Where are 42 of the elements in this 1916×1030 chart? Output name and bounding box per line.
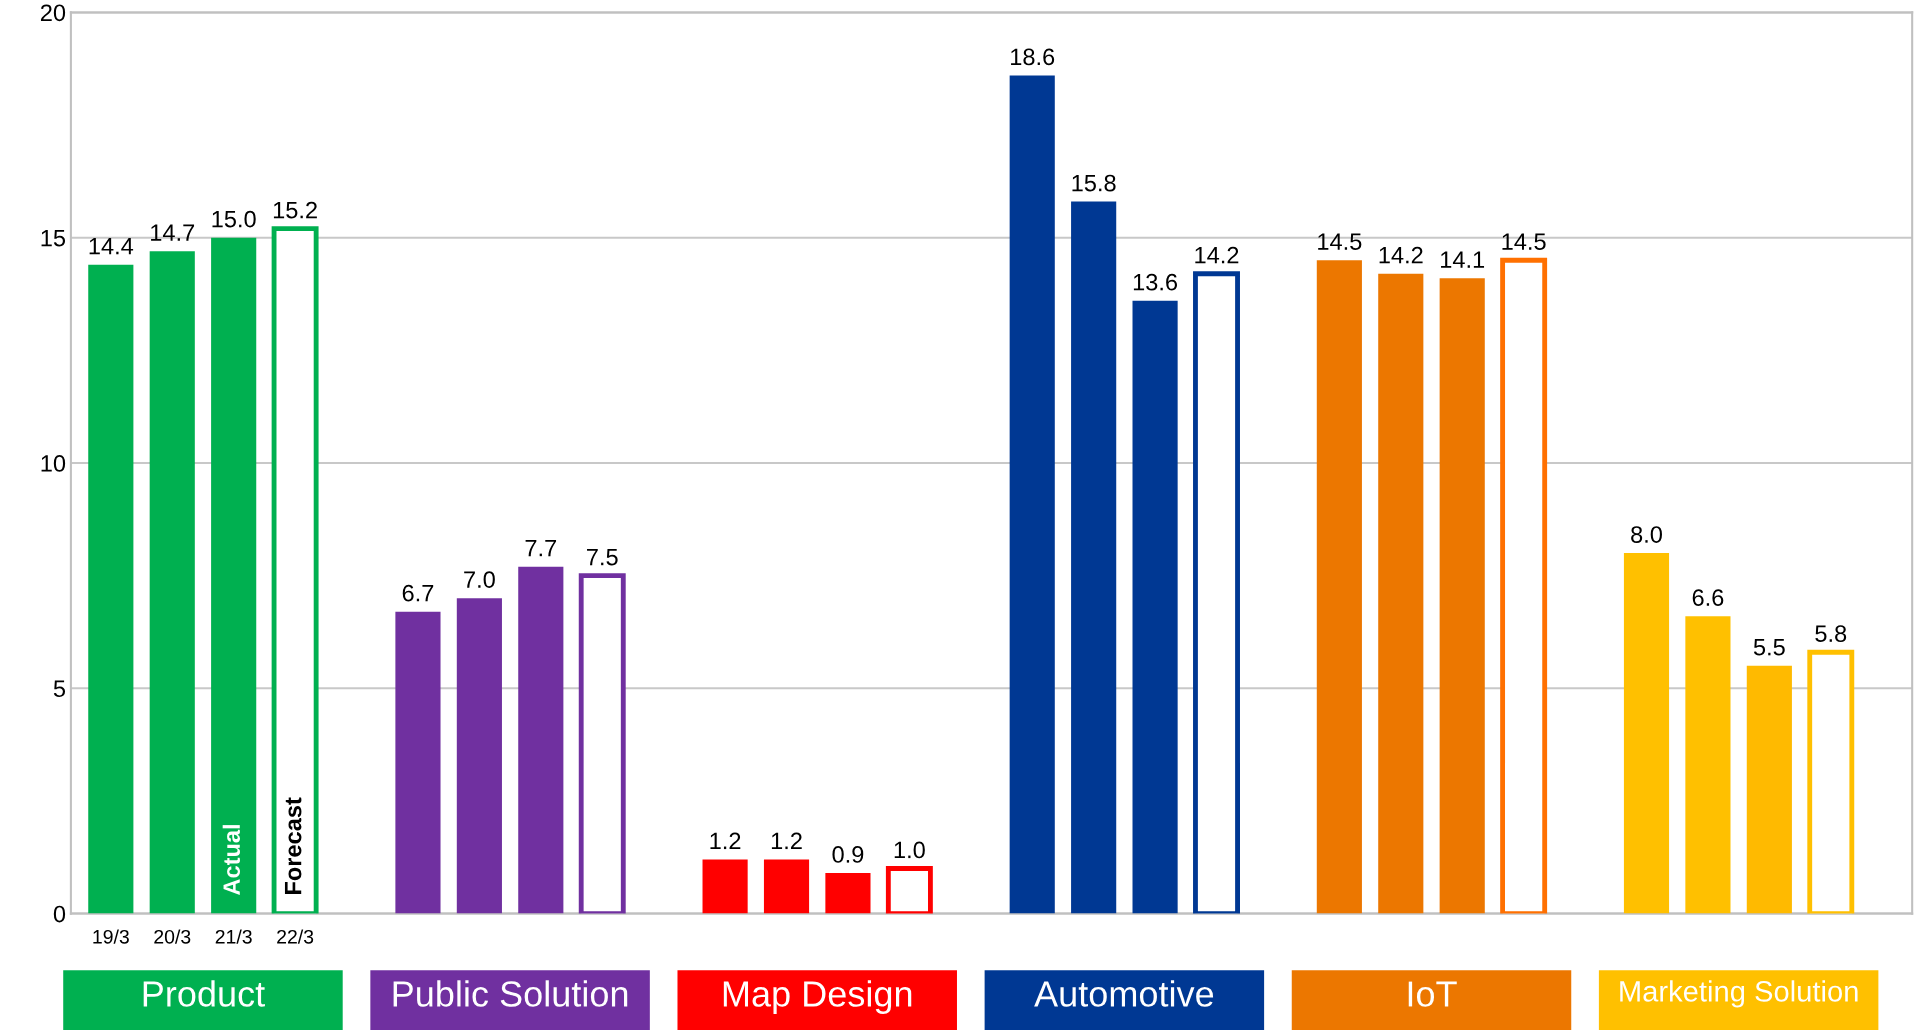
data-label: 18.6: [1011, 48, 1055, 66]
x-tick-label: IoT: [1408, 981, 1457, 1007]
data-label: 13.6: [1133, 273, 1178, 291]
data-label: 7.7: [525, 539, 557, 557]
data-label: 14.4: [89, 238, 134, 255]
y-tick-label: 15: [41, 229, 66, 247]
annotation: Actual: [222, 825, 241, 895]
series-label: 21/3: [215, 929, 252, 944]
data-label: 14.5: [1502, 233, 1546, 250]
annotation: Forecast: [284, 797, 302, 895]
data-label: 1.0: [894, 841, 925, 859]
data-label: 7.0: [464, 571, 495, 588]
x-tick-label: Automotive: [1034, 980, 1214, 1007]
x-tick-label: Product: [143, 980, 265, 1007]
series-label: 22/3: [277, 929, 314, 944]
x-tick-label: Public Solution: [393, 980, 628, 1007]
data-label: 14.2: [1195, 246, 1239, 264]
y-tick-label: 0: [53, 905, 66, 923]
y-tick-label: 5: [53, 680, 66, 698]
data-label: 14.5: [1318, 233, 1362, 250]
data-label: 15.8: [1072, 174, 1116, 192]
data-label: 6.7: [402, 584, 434, 602]
data-label: 14.1: [1441, 251, 1485, 268]
data-label: 7.5: [587, 548, 618, 566]
data-label: 15.2: [273, 201, 317, 219]
series-label: 19/3: [93, 929, 129, 944]
data-label: 0.9: [832, 846, 864, 863]
bar: [1746, 665, 1792, 914]
data-label: 6.6: [1692, 589, 1724, 606]
y-tick-label: 10: [41, 455, 66, 472]
x-tick-label: Map Design: [723, 980, 912, 1014]
y-tick-label: 20: [40, 4, 66, 22]
data-label: 5.5: [1753, 639, 1785, 656]
data-label: 5.8: [1815, 625, 1847, 643]
data-label: 14.2: [1379, 246, 1423, 264]
data-label: 8.0: [1631, 526, 1662, 543]
x-tick-label: Marketing Solution: [1620, 980, 1858, 1008]
series-label: 20/3: [154, 929, 191, 944]
data-label: 1.2: [710, 832, 741, 850]
data-label: 15.0: [212, 210, 256, 228]
data-label: 14.7: [151, 224, 195, 241]
data-label: 1.2: [771, 832, 802, 850]
